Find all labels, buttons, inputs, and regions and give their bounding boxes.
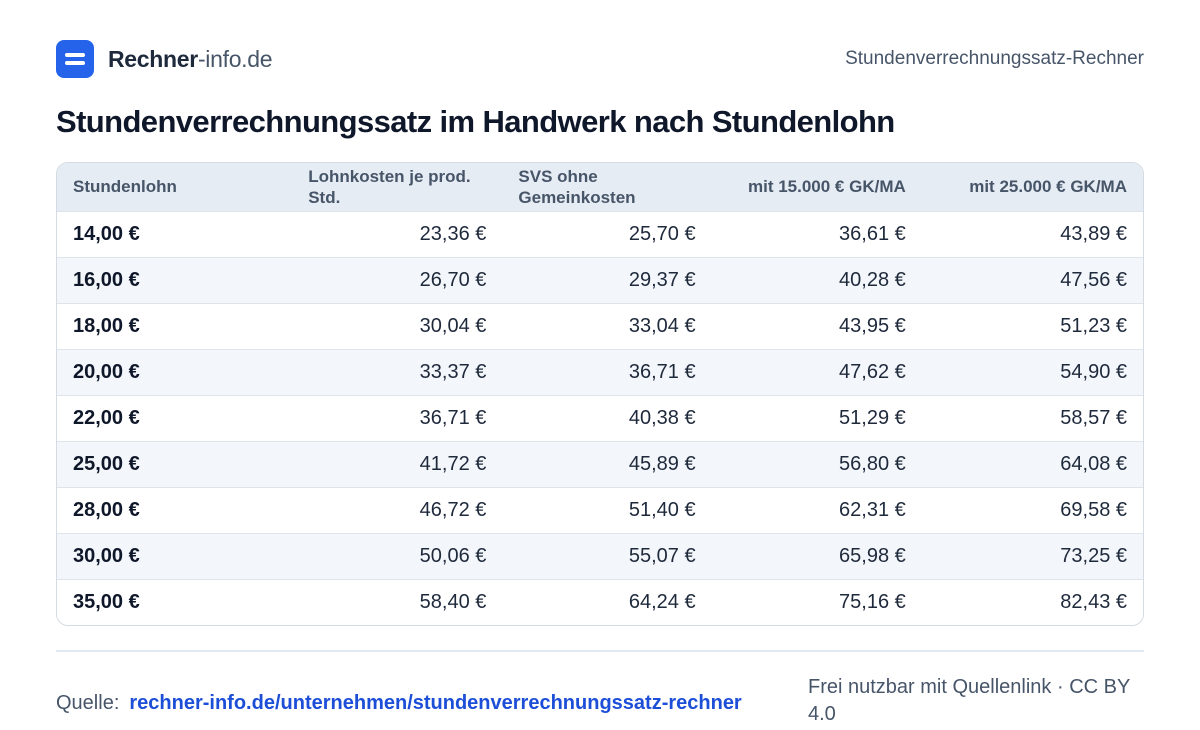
license-note: Frei nutzbar mit Quellenlink · CC BY 4.0 xyxy=(808,676,1130,725)
cell-value: 55,07 € xyxy=(628,544,696,567)
cell-value: 47,56 € xyxy=(1060,268,1127,291)
rate-table: Stundenlohn Lohnkosten je prod. Std. SVS… xyxy=(57,163,1143,625)
cell-stundenlohn: 35,00 € xyxy=(73,590,140,613)
cell-value: 75,16 € xyxy=(839,590,906,613)
source-line: Quelle: rechner-info.de/unternehmen/stun… xyxy=(56,688,742,718)
table-row: 16,00 € 26,70 € 29,37 € 40,28 € 47,56 € xyxy=(57,257,1143,303)
cell-stundenlohn: 25,00 € xyxy=(73,452,140,475)
footer-divider xyxy=(56,650,1144,652)
cell-value: 40,38 € xyxy=(628,406,696,429)
cell-value: 40,28 € xyxy=(839,268,906,291)
cell-stundenlohn: 28,00 € xyxy=(73,498,140,521)
cell-value: 51,29 € xyxy=(839,406,906,429)
source-label: Quelle: xyxy=(56,691,120,714)
cell-value: 54,90 € xyxy=(1060,360,1127,383)
calculator-equals-icon xyxy=(56,40,94,78)
column-header-stundenlohn: Stundenlohn xyxy=(73,177,177,197)
top-bar: Rechner-info.de Stundenverrechnungssatz-… xyxy=(56,40,1144,78)
cell-value: 62,31 € xyxy=(839,498,906,521)
cell-value: 30,04 € xyxy=(419,314,487,337)
cell-stundenlohn: 20,00 € xyxy=(73,360,140,383)
cell-value: 64,24 € xyxy=(628,590,696,613)
cell-value: 69,58 € xyxy=(1060,498,1127,521)
cell-stundenlohn: 18,00 € xyxy=(73,314,140,337)
cell-value: 43,95 € xyxy=(839,314,906,337)
cell-value: 82,43 € xyxy=(1060,590,1127,613)
cell-value: 33,04 € xyxy=(628,314,696,337)
cell-value: 45,89 € xyxy=(628,452,696,475)
column-header-svs: SVS ohne Gemeinkosten xyxy=(518,166,636,207)
table-row: 28,00 € 46,72 € 51,40 € 62,31 € 69,58 € xyxy=(57,487,1143,533)
cell-value: 46,72 € xyxy=(419,498,487,521)
column-header-lohnkosten: Lohnkosten je prod. Std. xyxy=(308,166,471,207)
table-body: 14,00 € 23,36 € 25,70 € 36,61 € 43,89 € 16,00… xyxy=(57,211,1143,625)
brand-logo-link[interactable]: Rechner-info.de xyxy=(56,40,273,78)
cell-value: 29,37 € xyxy=(628,268,696,291)
column-header-gk-15000: mit 15.000 € GK/MA xyxy=(747,177,906,197)
cell-value: 33,37 € xyxy=(419,360,487,383)
page-title: Stundenverrechnungssatz im Handwerk nach… xyxy=(56,104,895,139)
cell-value: 36,71 € xyxy=(419,406,487,429)
source-link[interactable]: rechner-info.de/unternehmen/stundenverre… xyxy=(129,691,742,714)
cell-value: 23,36 € xyxy=(419,222,487,245)
cell-stundenlohn: 16,00 € xyxy=(73,268,140,291)
cell-stundenlohn: 22,00 € xyxy=(73,406,140,429)
cell-value: 65,98 € xyxy=(839,544,906,567)
cell-value: 58,57 € xyxy=(1060,406,1127,429)
cell-value: 73,25 € xyxy=(1060,544,1127,567)
cell-value: 43,89 € xyxy=(1060,222,1127,245)
cell-value: 51,23 € xyxy=(1060,314,1127,337)
table-row: 20,00 € 33,37 € 36,71 € 47,62 € 54,90 € xyxy=(57,349,1143,395)
cell-value: 41,72 € xyxy=(419,452,487,475)
cell-stundenlohn: 30,00 € xyxy=(73,544,140,567)
cell-value: 25,70 € xyxy=(628,222,696,245)
table-row: 22,00 € 36,71 € 40,38 € 51,29 € 58,57 € xyxy=(57,395,1143,441)
table-row: 35,00 € 58,40 € 64,24 € 75,16 € 82,43 € xyxy=(57,579,1143,625)
footer: Quelle: rechner-info.de/unternehmen/stun… xyxy=(56,674,1144,730)
cell-value: 64,08 € xyxy=(1060,452,1127,475)
cell-value: 36,61 € xyxy=(839,222,906,245)
cell-value: 51,40 € xyxy=(628,498,696,521)
brand-name-domain: -info.de xyxy=(197,45,273,72)
cell-value: 50,06 € xyxy=(419,544,487,567)
column-header-gk-25000: mit 25.000 € GK/MA xyxy=(969,177,1127,197)
table-row: 25,00 € 41,72 € 45,89 € 56,80 € 64,08 € xyxy=(57,441,1143,487)
cell-value: 47,62 € xyxy=(839,360,906,383)
table-row: 30,00 € 50,06 € 55,07 € 65,98 € 73,25 € xyxy=(57,533,1143,579)
cell-value: 56,80 € xyxy=(839,452,906,475)
cell-stundenlohn: 14,00 € xyxy=(73,222,140,245)
cell-value: 26,70 € xyxy=(419,268,487,291)
brand-name: Rechner-info.de xyxy=(108,45,273,72)
cell-value: 36,71 € xyxy=(628,360,696,383)
brand-name-strong: Rechner xyxy=(108,45,198,72)
cell-value: 58,40 € xyxy=(419,590,487,613)
table-header-row: Stundenlohn Lohnkosten je prod. Std. SVS… xyxy=(57,163,1143,211)
table-row: 14,00 € 23,36 € 25,70 € 36,61 € 43,89 € xyxy=(57,211,1143,257)
page-label: Stundenverrechnungssatz-Rechner xyxy=(845,48,1144,69)
table-row: 18,00 € 30,04 € 33,04 € 43,95 € 51,23 € xyxy=(57,303,1143,349)
rate-table-container: Stundenlohn Lohnkosten je prod. Std. SVS… xyxy=(56,162,1144,626)
